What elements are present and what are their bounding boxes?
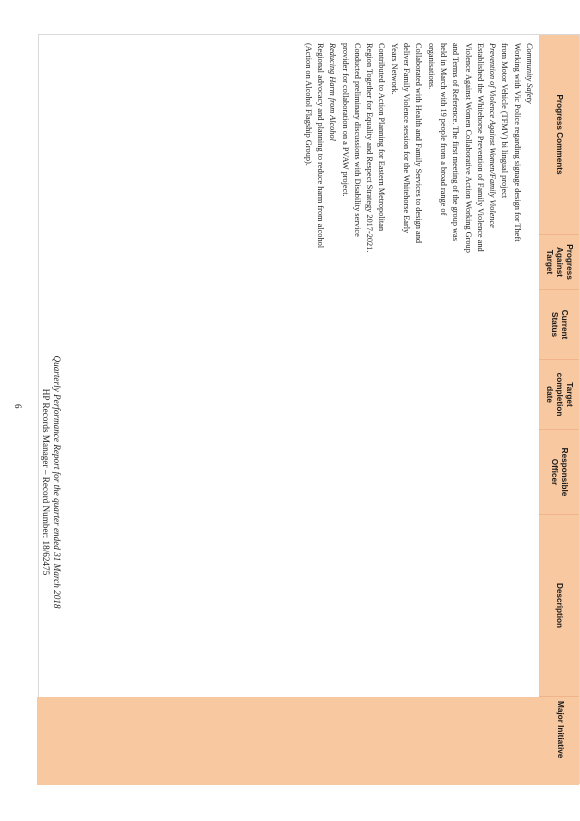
comment-line: Established the Whitehorse Prevention of… (426, 43, 485, 253)
comment-line: Regional advocacy and planning to reduce… (303, 43, 325, 249)
footer-record-number: HP Records Manager – Record Number: 18/6… (41, 388, 51, 576)
comment-line: Community Safety (525, 43, 534, 104)
progress-comments-cell: Community Safety Working with Vic Police… (301, 35, 535, 253)
comment-line: Reducing Harm from Alcohol (328, 43, 338, 141)
header-label: Current Status (550, 309, 569, 340)
page-footer: Quarterly Performance Report for the qua… (40, 252, 62, 712)
header-label: Target completion date (545, 372, 574, 417)
comment-line: Prevention of Violence Against Women/Fam… (488, 43, 498, 228)
header-current-status: Current Status (539, 290, 579, 360)
rotated-page: Progress Comments Progress Against Targe… (0, 34, 580, 785)
comment-line: Conducted preliminary discussions with D… (340, 43, 362, 237)
header-progress-comments: Progress Comments (539, 35, 579, 235)
header-label: Progress Comments (555, 94, 564, 175)
header-label: Description (555, 582, 564, 629)
header-progress-against-target: Progress Against Target (539, 235, 579, 290)
page-number: 6 (13, 404, 23, 409)
header-description: Description (539, 515, 579, 697)
header-label: Progress Against Target (545, 244, 574, 280)
footer-report-title: Quarterly Performance Report for the qua… (52, 355, 62, 609)
header-responsible-officer: Responsible Officer (539, 430, 579, 515)
comment-line: Working with Vic Police regarding signag… (500, 43, 522, 242)
header-label: Responsible Officer (550, 447, 569, 497)
header-target-completion-date: Target completion date (539, 360, 579, 430)
header-label: Major Initiative (556, 701, 565, 759)
initiatives-table: Progress Comments Progress Against Targe… (37, 34, 580, 785)
header-major-initiative: Major Initiative (37, 697, 579, 785)
comment-line: Contributed to Action Planning for Easte… (365, 43, 387, 253)
comment-line: Collaborated with Health and Family Serv… (389, 43, 424, 244)
